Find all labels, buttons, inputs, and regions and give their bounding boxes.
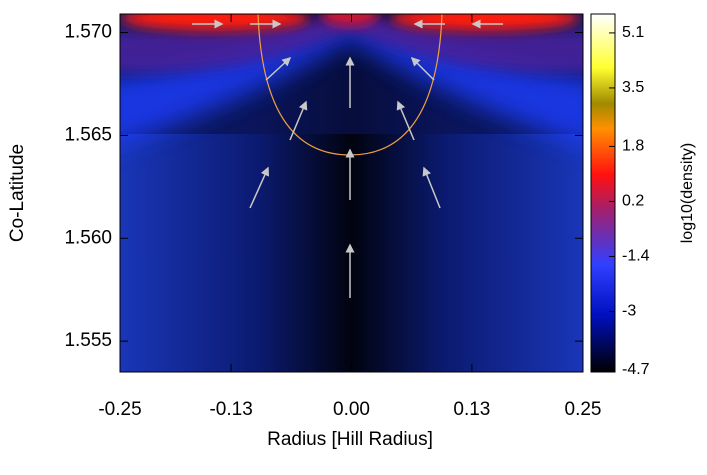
colorbar xyxy=(590,13,616,373)
x-tick-label: 0.13 xyxy=(453,399,490,420)
y-tick-label: 1.570 xyxy=(64,22,112,43)
colorbar-tick-label: -4.7 xyxy=(622,361,650,378)
y-tick-label: 1.555 xyxy=(64,330,112,351)
colorbar-tick-label: 1.8 xyxy=(622,138,644,155)
y-tick-label: 1.565 xyxy=(64,124,112,145)
x-tick-label: 0.25 xyxy=(565,399,602,420)
colorbar-tick-label: 3.5 xyxy=(622,79,644,96)
colorbar-tick-label: 0.2 xyxy=(622,193,644,210)
colorbar-tick-label: -3 xyxy=(622,303,636,320)
heatmap xyxy=(120,14,583,372)
x-tick-label: -0.13 xyxy=(209,399,252,420)
x-axis-label: Radius [Hill Radius] xyxy=(267,429,433,450)
x-tick-label: -0.25 xyxy=(98,399,141,420)
x-tick-label: 0.00 xyxy=(333,399,370,420)
y-tick-label: 1.560 xyxy=(64,227,112,248)
y-axis-label: Co-Latitude xyxy=(7,144,28,242)
colorbar-tick-label: -1.4 xyxy=(622,248,650,265)
colorbar-label: log10(density) xyxy=(679,143,696,244)
colorbar-tick-label: 5.1 xyxy=(622,24,644,41)
